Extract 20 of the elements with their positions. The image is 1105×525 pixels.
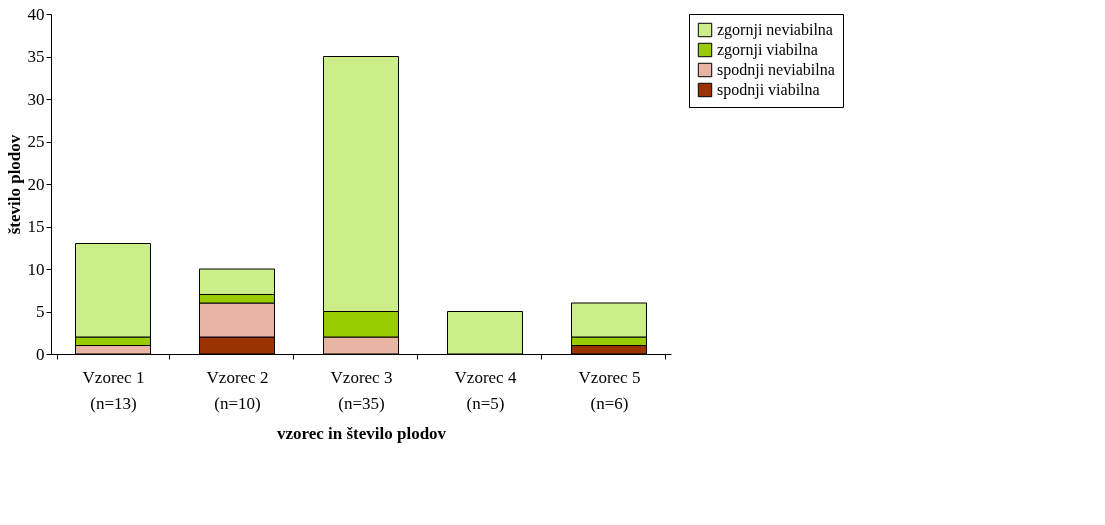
x-tick-label: Vzorec 5 (n=6) <box>578 367 641 413</box>
y-tick-label: 30 <box>27 89 45 109</box>
y-axis-title: število plodov <box>4 134 24 235</box>
x-tick-label: Vzorec 2 (n=10) <box>206 367 269 413</box>
y-tick-label: 25 <box>27 132 45 151</box>
y-tick-label: 5 <box>36 302 45 321</box>
y-tick-label: 10 <box>27 259 45 279</box>
x-tick-label: Vzorec 4 (n=5) <box>454 367 517 413</box>
y-tick-label: 0 <box>36 344 45 364</box>
y-tick-label: 40 <box>27 4 45 24</box>
y-tick-label: 15 <box>27 217 45 236</box>
legend-label: spodnji viabilna <box>717 81 820 99</box>
x-axis-title: vzorec in število plodov <box>276 423 447 443</box>
x-tick-label: Vzorec 1 (n=13) <box>82 367 145 413</box>
legend-label: spodnji neviabilna <box>717 61 835 79</box>
y-tick-label: 35 <box>27 47 45 66</box>
legend-label: zgornji neviabilna <box>717 21 833 39</box>
legend-label: zgornji viabilna <box>717 41 818 59</box>
y-tick-label: 20 <box>27 174 45 194</box>
x-tick-label: Vzorec 3 (n=35) <box>330 367 393 413</box>
